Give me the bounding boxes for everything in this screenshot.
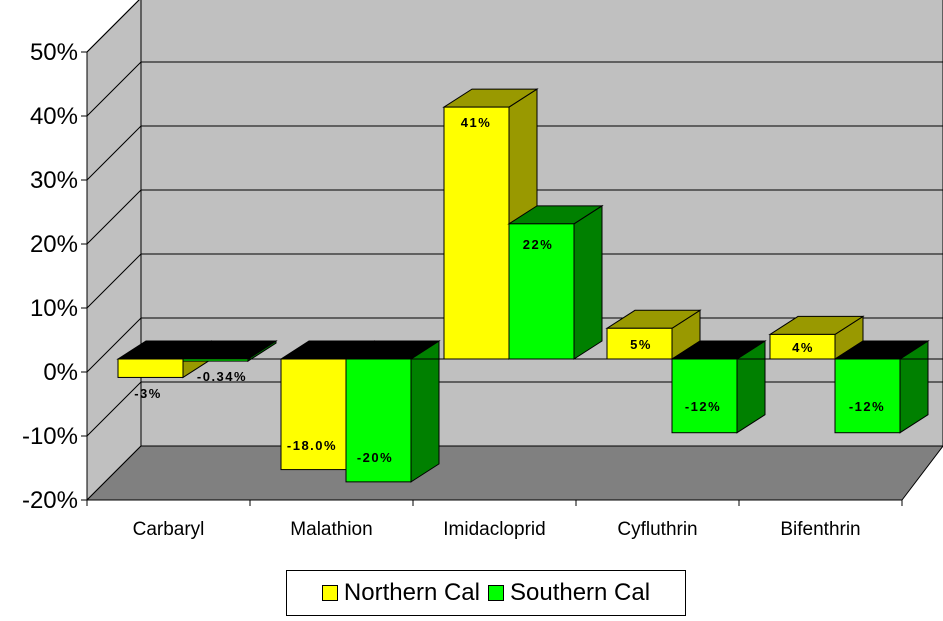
legend-label-northern: Northern Cal — [343, 579, 480, 606]
legend-swatch-southern — [487, 585, 504, 601]
bar-front — [443, 106, 510, 360]
bar-front — [834, 358, 901, 434]
data-label: 5% — [630, 337, 652, 352]
data-label: 41% — [461, 115, 492, 130]
bar-southern-cal-imidacloprid — [507, 204, 604, 360]
y-tick-label: 20% — [30, 231, 78, 258]
bar-northern-cal-bifenthrin — [768, 315, 865, 360]
x-tick-label: Malathion — [290, 519, 372, 540]
bar-front — [117, 358, 184, 378]
gridline — [86, 0, 140, 53]
data-label: -20% — [357, 450, 393, 465]
legend-label-southern: Southern Cal — [509, 579, 651, 606]
data-label: -18.0% — [287, 438, 337, 453]
y-tick-label: 0% — [43, 359, 78, 386]
legend-item-southern: Southern Cal — [487, 579, 651, 607]
bar-side — [573, 204, 603, 360]
data-label: -3% — [134, 386, 162, 401]
bar-southern-cal-malathion — [344, 340, 441, 483]
gridline — [86, 253, 943, 309]
bar-front — [671, 358, 738, 434]
data-label: -12% — [849, 399, 885, 414]
legend: Northern Cal Southern Cal — [286, 570, 686, 616]
bars — [116, 88, 930, 483]
bar-front — [769, 333, 836, 360]
bar-southern-cal-carbaryl — [181, 340, 278, 363]
labels: -3% -18.0% 41% 5% 4% -0.34% -20% 22% -12% -12% — [134, 115, 885, 465]
gridline — [86, 125, 943, 181]
bar-northern-cal-cyfluthrin — [605, 309, 702, 360]
y-tick-label: 50% — [30, 39, 78, 66]
x-tick-label: Bifenthrin — [780, 519, 860, 540]
y-tick-label: 30% — [30, 167, 78, 194]
x-tick-label: Cyfluthrin — [617, 519, 697, 540]
floor — [85, 445, 943, 501]
bar-front — [606, 327, 673, 360]
y-tick-label: 40% — [30, 103, 78, 130]
data-label: -12% — [685, 399, 721, 414]
side-wall — [86, 0, 142, 502]
data-label: 22% — [523, 237, 554, 252]
bar-southern-cal-bifenthrin — [833, 340, 930, 434]
data-label: -0.34% — [197, 369, 247, 384]
y-tick-label: -10% — [22, 423, 78, 450]
x-tick-label: Imidacloprid — [443, 519, 545, 540]
x-tick-label: Carbaryl — [133, 519, 205, 540]
legend-swatch-northern — [321, 585, 338, 601]
chart-plot: -20% -10% 0% 10% 20% 30% 40% 50% Carbaryl Malathi… — [22, 0, 943, 540]
bar-southern-cal-cyfluthrin — [670, 340, 767, 434]
axes: -20% -10% 0% 10% 20% 30% 40% 50% Carbaryl Malathi… — [22, 39, 943, 540]
bar-side — [410, 340, 440, 483]
legend-item-northern: Northern Cal — [321, 579, 480, 607]
bar-front — [280, 358, 347, 471]
y-tick-label: -20% — [22, 487, 78, 514]
bar-front — [345, 358, 412, 483]
bar-front — [508, 223, 575, 360]
y-tick-label: 10% — [30, 295, 78, 322]
gridline — [86, 61, 943, 117]
gridline — [86, 189, 943, 245]
data-label: 4% — [792, 340, 814, 355]
